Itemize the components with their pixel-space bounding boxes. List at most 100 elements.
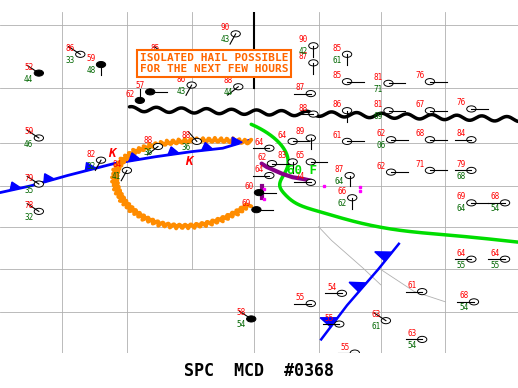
Text: 85: 85 [151,44,160,53]
Text: 63: 63 [371,310,380,319]
Text: 89: 89 [296,127,305,137]
Circle shape [467,137,476,143]
Text: 68: 68 [459,291,468,300]
Circle shape [192,138,202,144]
Text: 35: 35 [24,185,33,195]
Text: 43: 43 [177,87,186,95]
Circle shape [306,90,315,97]
Text: K: K [185,155,193,168]
Text: 88: 88 [182,131,191,140]
Text: 86: 86 [332,100,341,109]
Circle shape [187,82,196,88]
Text: 54: 54 [327,283,336,292]
Circle shape [309,43,318,49]
Text: 88: 88 [223,76,233,85]
Text: 64: 64 [254,165,264,174]
Circle shape [254,189,264,196]
Text: 87: 87 [296,83,305,92]
Text: 63: 63 [407,329,416,338]
Text: 64: 64 [456,249,466,258]
Text: 64: 64 [490,249,499,258]
Text: 71: 71 [373,85,383,94]
Polygon shape [44,174,54,182]
Polygon shape [320,318,338,327]
Circle shape [342,51,352,57]
Circle shape [288,138,297,144]
Circle shape [34,70,44,76]
Text: 76: 76 [415,71,424,80]
Circle shape [122,167,132,173]
Text: 66: 66 [337,187,347,196]
Circle shape [76,51,85,57]
Circle shape [34,181,44,187]
Circle shape [231,31,240,37]
Circle shape [418,336,427,343]
Circle shape [350,350,359,356]
Text: 54: 54 [459,303,468,312]
Polygon shape [375,252,392,261]
Text: 86: 86 [65,44,75,53]
Text: 74: 74 [296,172,305,181]
Circle shape [306,179,315,185]
Circle shape [34,208,44,215]
Text: 32: 32 [24,213,33,222]
Circle shape [342,78,352,85]
Text: 86: 86 [177,74,186,83]
Text: 58: 58 [236,308,246,317]
Circle shape [425,167,435,173]
Text: 83: 83 [278,151,287,160]
Circle shape [234,84,243,90]
Text: 61: 61 [332,131,341,140]
Text: 88: 88 [221,50,230,60]
Circle shape [265,172,274,178]
Text: 62: 62 [257,153,266,162]
Text: 36: 36 [182,143,191,152]
Circle shape [306,159,315,165]
Text: 48: 48 [86,66,95,75]
Text: 54: 54 [407,341,416,350]
Circle shape [348,195,357,201]
Circle shape [309,111,318,117]
Text: 55: 55 [296,293,305,302]
Text: 87: 87 [298,52,308,61]
Text: 43: 43 [221,35,230,44]
Circle shape [337,290,347,296]
Text: 41: 41 [112,172,121,181]
Text: 62: 62 [125,90,134,99]
Text: 65: 65 [296,151,305,160]
Circle shape [425,137,435,143]
Text: 79: 79 [456,160,466,169]
Text: 85: 85 [332,44,341,53]
Text: 60: 60 [244,182,253,191]
Text: 55: 55 [324,314,334,322]
Text: 68: 68 [490,192,499,201]
Circle shape [252,206,261,213]
Text: 33: 33 [65,56,75,65]
Text: 44: 44 [223,88,233,97]
Text: 61: 61 [371,322,380,331]
Text: 06: 06 [376,141,385,150]
Polygon shape [168,147,179,155]
Text: 79: 79 [24,173,33,182]
Text: 68: 68 [415,129,424,138]
Circle shape [386,169,396,175]
Text: 82: 82 [86,150,95,159]
Polygon shape [129,153,140,161]
Text: K: K [108,147,115,160]
Text: 55: 55 [456,261,466,270]
Text: 69: 69 [456,192,466,201]
Text: 57: 57 [135,81,145,90]
Text: 64: 64 [278,131,287,140]
Text: 54: 54 [490,204,499,213]
Text: 61: 61 [332,56,341,65]
Text: 62: 62 [376,129,385,138]
Text: 84: 84 [456,129,466,138]
Text: 55: 55 [340,343,349,352]
Text: 62: 62 [376,161,385,171]
Text: 69: 69 [373,112,383,121]
Circle shape [309,60,318,66]
Text: 85: 85 [332,71,341,80]
Polygon shape [202,142,213,151]
Circle shape [265,145,274,151]
Circle shape [384,107,393,114]
